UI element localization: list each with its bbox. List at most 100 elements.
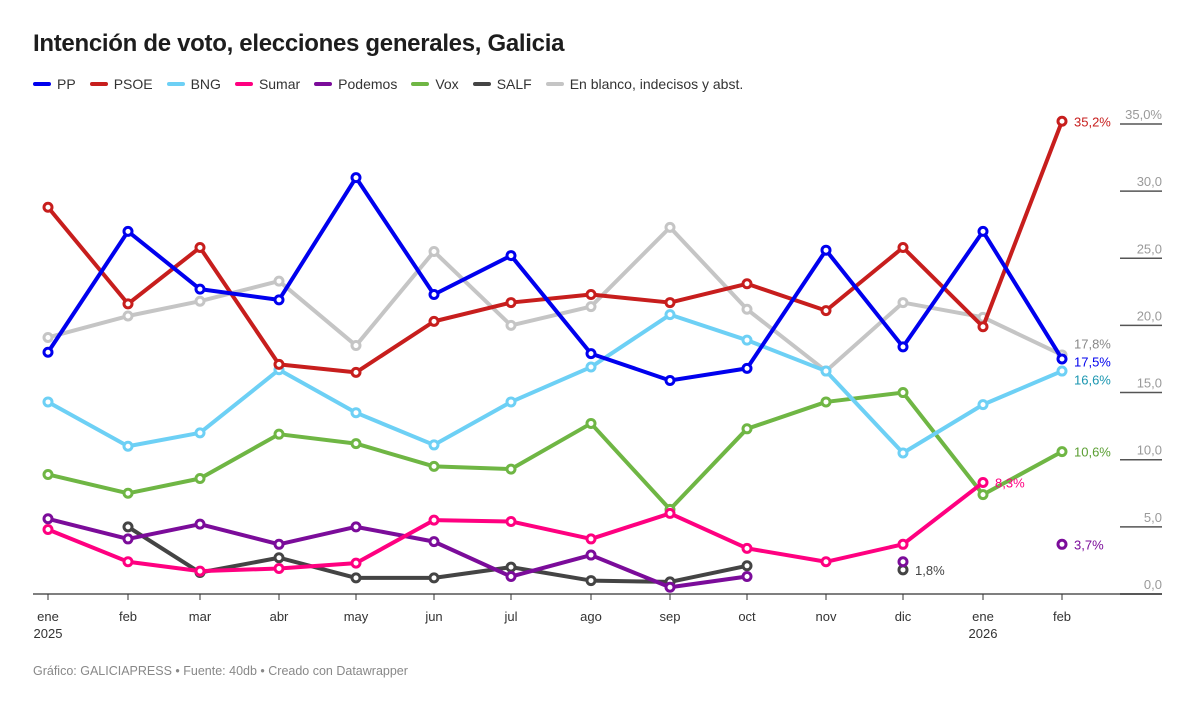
series-line-segment	[901, 390, 985, 497]
legend-label: Podemos	[338, 76, 398, 92]
data-point	[897, 556, 909, 568]
data-point	[273, 294, 285, 306]
series-line-segment	[509, 565, 593, 583]
y-tick-label: 10,0	[1137, 443, 1162, 458]
series-line-segment	[589, 351, 672, 383]
x-tick-label: feb	[119, 609, 137, 624]
y-tick-label: 0,0	[1144, 577, 1162, 592]
series-line-segment	[509, 553, 593, 579]
series-line-segment	[509, 519, 593, 541]
series-line-segment	[668, 225, 749, 312]
data-point	[350, 172, 362, 184]
series-line-segment	[668, 574, 749, 590]
series-line-segment	[745, 248, 828, 371]
legend-swatch	[89, 82, 108, 86]
series-line-segment	[824, 300, 905, 374]
data-point	[977, 321, 989, 333]
data-point	[585, 417, 597, 429]
data-point	[820, 244, 832, 256]
data-point	[194, 283, 206, 295]
legend-item: BNG	[166, 76, 221, 92]
data-point	[977, 225, 989, 237]
legend-label: Vox	[435, 76, 459, 92]
series-line-segment	[901, 480, 985, 547]
series-sumar	[42, 477, 989, 577]
data-point	[505, 396, 517, 408]
data-point	[273, 562, 285, 574]
y-tick-label: 5,0	[1144, 510, 1162, 525]
end-value-label: 17,5%	[1074, 355, 1111, 370]
series-line-segment	[198, 367, 281, 435]
end-value-label: 16,6%	[1074, 373, 1111, 388]
end-value-label: 8,3%	[995, 476, 1025, 491]
end-value-label: 35,2%	[1074, 114, 1111, 129]
series-line-segment	[126, 299, 202, 318]
data-point	[122, 298, 134, 310]
legend-label: Sumar	[258, 76, 301, 92]
series-podemos	[42, 513, 1068, 593]
series-line-segment	[745, 338, 828, 374]
series-line-segment	[277, 279, 358, 348]
data-point	[42, 396, 54, 408]
series-line-segment	[432, 253, 513, 297]
data-point	[664, 221, 676, 233]
data-point	[741, 334, 753, 346]
data-point	[428, 572, 440, 584]
data-point	[1056, 115, 1068, 127]
data-point	[42, 331, 54, 343]
series-line-segment	[509, 292, 593, 305]
legend-label: PP	[57, 76, 76, 92]
data-point	[122, 225, 134, 237]
data-point	[122, 521, 134, 533]
data-point	[505, 561, 517, 573]
x-tick-label: jul	[503, 609, 517, 624]
data-point	[1056, 538, 1068, 550]
series-en	[42, 221, 1068, 377]
data-point	[42, 524, 54, 536]
data-point	[194, 565, 206, 577]
series-line-segment	[198, 245, 281, 367]
x-tick-label: may	[344, 609, 369, 624]
series-line-segment	[509, 421, 593, 472]
data-point	[1056, 353, 1068, 365]
end-value-label: 10,6%	[1074, 445, 1111, 460]
series-line-segment	[981, 449, 1064, 497]
y-tick-label: 15,0	[1137, 376, 1162, 391]
data-point	[897, 387, 909, 399]
legend-swatch	[166, 82, 185, 86]
series-line-segment	[277, 432, 358, 446]
data-point	[664, 309, 676, 321]
series-line-segment	[668, 312, 749, 343]
x-tick-label: ene	[972, 609, 994, 624]
data-point	[505, 463, 517, 475]
data-point	[820, 556, 832, 568]
data-point	[194, 242, 206, 254]
series-line-segment	[354, 175, 436, 297]
data-point	[350, 366, 362, 378]
series-line-segment	[126, 229, 202, 292]
series-line-segment	[509, 365, 593, 404]
end-value-label: 3,7%	[1074, 537, 1104, 552]
series-line-segment	[432, 518, 513, 524]
x-tick-label: dic	[895, 609, 912, 624]
data-point	[122, 556, 134, 568]
series-line-segment	[277, 561, 358, 571]
data-point	[428, 514, 440, 526]
legend-label: PSOE	[113, 76, 153, 92]
legend-swatch	[33, 82, 51, 86]
data-point	[42, 346, 54, 358]
legend-item: En blanco, indecisos y abst.	[545, 76, 743, 92]
data-point	[505, 250, 517, 262]
data-point	[273, 428, 285, 440]
x-tick-label: ago	[580, 609, 602, 624]
series-line-segment	[509, 304, 593, 328]
data-point	[741, 423, 753, 435]
data-point	[350, 438, 362, 450]
data-point	[585, 348, 597, 360]
series-line-segment	[981, 119, 1064, 329]
data-point	[664, 507, 676, 519]
y-tick-label: 35,0%	[1125, 107, 1162, 122]
data-point	[194, 473, 206, 485]
series-line-segment	[432, 249, 513, 328]
series-line-segment	[745, 281, 828, 313]
